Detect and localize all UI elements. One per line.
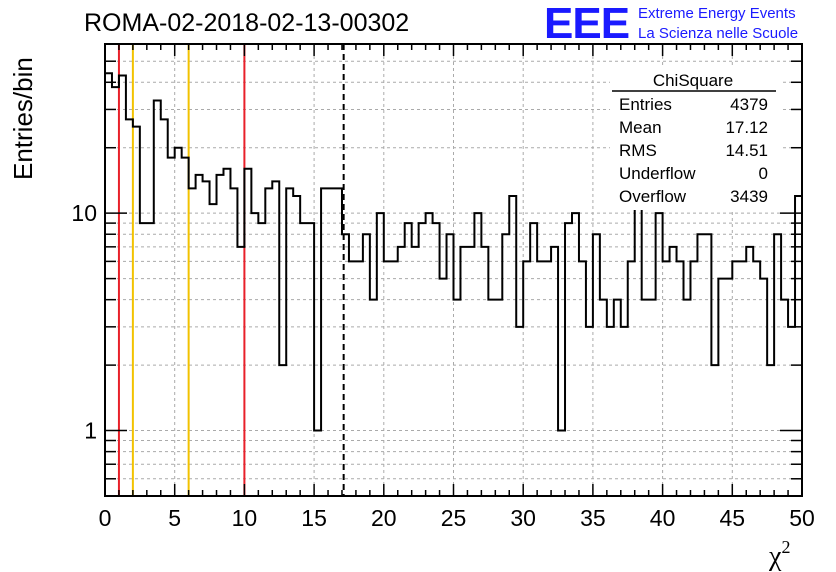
- logo-line-2: La Scienza nelle Scuole: [638, 25, 799, 42]
- x-tick-label: 25: [441, 505, 467, 531]
- stats-box-background: [610, 66, 780, 210]
- x-axis-label-superscript: 2: [781, 537, 790, 557]
- x-tick-label: 15: [301, 505, 327, 531]
- stats-row-value: 4379: [730, 95, 768, 114]
- logo-mark: EEE: [544, 0, 629, 44]
- eee-logo: EEE: [544, 0, 630, 44]
- stats-row-label: Entries: [619, 95, 672, 114]
- stats-box-name: ChiSquare: [653, 71, 733, 90]
- axis-tick-labels: 0 5 10 15 20 25 30 35 40 45 50 1 10: [71, 200, 814, 531]
- x-tick-label: 0: [99, 505, 112, 531]
- plot-frame: [104, 43, 803, 497]
- x-tick-label: 35: [580, 505, 606, 531]
- x-tick-label: 45: [720, 505, 746, 531]
- x-axis-label-main: χ: [768, 541, 782, 572]
- stats-row-value: 0: [759, 164, 768, 183]
- marker-lines: [117, 44, 345, 496]
- x-tick-label: 50: [789, 505, 815, 531]
- logo-line-1: Extreme Energy Events: [638, 5, 796, 22]
- histogram-series: [105, 72, 802, 432]
- x-tick-label: 5: [168, 505, 181, 531]
- y-axis-label: Entries/bin: [8, 57, 38, 180]
- stats-row-value: 17.12: [725, 118, 768, 137]
- stats-row-label: Mean: [619, 118, 662, 137]
- stats-row-label: Underflow: [619, 164, 696, 183]
- stats-row-value: 3439: [730, 187, 768, 206]
- x-tick-label: 10: [232, 505, 258, 531]
- stats-box: ChiSquare Entries 4379 Mean 17.12 RMS 14.51 Und…: [610, 66, 780, 210]
- y-tick-label: 1: [84, 418, 97, 444]
- stats-row-label: Overflow: [619, 187, 687, 206]
- x-tick-label: 30: [510, 505, 536, 531]
- x-tick-label: 40: [650, 505, 676, 531]
- y-tick-label: 10: [71, 200, 97, 226]
- x-tick-label: 20: [371, 505, 397, 531]
- x-axis-label: χ2: [768, 537, 790, 572]
- stats-row-label: RMS: [619, 141, 657, 160]
- chart-title: ROMA-02-2018-02-13-00302: [84, 9, 410, 37]
- stats-row-value: 14.51: [725, 141, 768, 160]
